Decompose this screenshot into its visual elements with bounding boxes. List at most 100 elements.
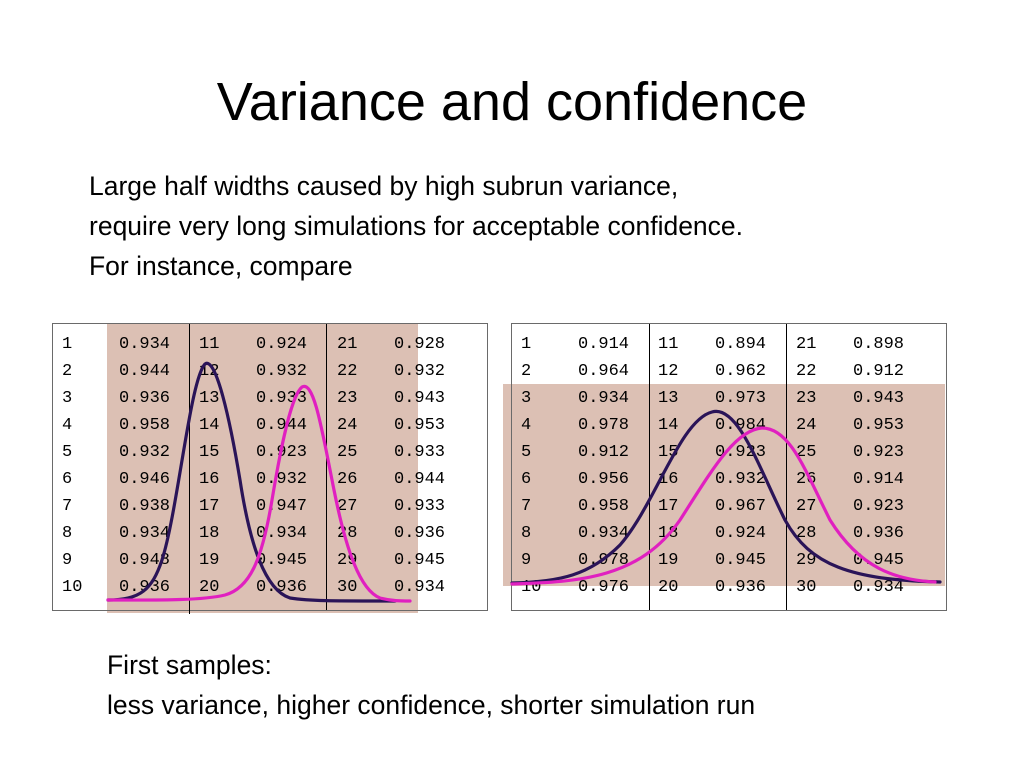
run-value-cell: 0.948 [119,551,171,570]
table-row: 3 0.936 13 0.933 23 0.943 [53,385,487,412]
run-index-cell: 17 [658,497,679,516]
run-value-cell: 0.936 [119,389,171,408]
run-value-cell: 0.973 [715,389,767,408]
intro-line: require very long simulations for accept… [89,211,744,241]
run-value-cell: 0.914 [578,335,630,354]
table-row: 10 0.976 20 0.936 30 0.934 [512,574,946,601]
table-row: 10 0.936 20 0.936 30 0.934 [53,574,487,601]
run-index-cell: 20 [658,578,679,597]
table-row: 5 0.912 15 0.923 25 0.923 [512,439,946,466]
run-index-cell: 20 [199,578,220,597]
run-value-cell: 0.956 [578,470,630,489]
run-value-cell: 0.934 [578,389,630,408]
run-index-cell: 27 [337,497,358,516]
column-divider [649,324,650,610]
run-value-cell: 0.958 [119,416,171,435]
run-value-cell: 0.933 [394,443,446,462]
run-index-cell: 25 [796,443,817,462]
run-value-cell: 0.943 [853,389,905,408]
slide-title: Variance and confidence [216,72,808,132]
run-value-cell: 0.934 [256,524,308,543]
run-value-cell: 0.953 [394,416,446,435]
run-index-cell: 6 [521,470,532,489]
run-index-cell: 24 [337,416,358,435]
intro-line: For instance, compare [89,251,353,281]
distribution-curve-wide-dark [510,409,942,585]
column-divider [326,324,327,610]
run-value-cell: 0.923 [853,497,905,516]
run-index-cell: 3 [62,389,73,408]
run-index-cell: 7 [521,497,532,516]
run-index-cell: 12 [658,362,679,381]
data-table-left: 1 0.934 11 0.924 21 0.928 2 0.944 12 0.932 22 0.932… [52,323,488,614]
run-value-cell: 0.964 [578,362,630,381]
run-index-cell: 14 [199,416,220,435]
run-value-cell: 0.944 [256,416,308,435]
table-row: 2 0.944 12 0.932 22 0.932 [53,358,487,385]
run-value-cell: 0.898 [853,335,905,354]
table-row: 2 0.964 12 0.962 22 0.912 [512,358,946,385]
run-index-cell: 18 [199,524,220,543]
run-value-cell: 0.912 [578,443,630,462]
run-index-cell: 9 [62,551,73,570]
run-index-cell: 11 [658,335,679,354]
highlight-region-right [503,384,945,586]
run-index-cell: 11 [199,335,220,354]
run-value-cell: 0.962 [715,362,767,381]
run-value-cell: 0.967 [715,497,767,516]
conclusion-text: First samples: less variance, higher con… [107,645,987,725]
table-row: 1 0.934 11 0.924 21 0.928 [53,331,487,358]
conclusion-line: First samples: [107,650,272,680]
run-index-cell: 8 [521,524,532,543]
run-index-cell: 8 [62,524,73,543]
run-index-cell: 25 [337,443,358,462]
run-value-cell: 0.932 [715,470,767,489]
run-index-cell: 2 [62,362,73,381]
run-index-cell: 22 [337,362,358,381]
table-row: 4 0.958 14 0.944 24 0.953 [53,412,487,439]
table-row: 4 0.978 14 0.984 24 0.953 [512,412,946,439]
run-index-cell: 2 [521,362,532,381]
run-index-cell: 3 [521,389,532,408]
run-value-cell: 0.936 [119,578,171,597]
data-table-right: 1 0.914 11 0.894 21 0.898 2 0.964 12 0.962 22 0.912… [511,323,947,611]
run-index-cell: 26 [337,470,358,489]
run-value-cell: 0.894 [715,335,767,354]
run-index-cell: 23 [796,389,817,408]
run-value-cell: 0.943 [394,389,446,408]
run-value-cell: 0.958 [578,497,630,516]
run-index-cell: 29 [796,551,817,570]
intro-line: Large half widths caused by high subrun … [89,171,679,201]
table-row: 3 0.934 13 0.973 23 0.943 [512,385,946,412]
run-value-cell: 0.936 [853,524,905,543]
distribution-curve-wide-magenta [510,426,937,586]
conclusion-line: less variance, higher confidence, shorte… [107,690,756,720]
table-row: 9 0.948 19 0.945 29 0.945 [53,547,487,574]
run-index-cell: 30 [796,578,817,597]
distribution-curve-narrow-dark [106,361,397,603]
run-value-cell: 0.934 [394,578,446,597]
run-value-cell: 0.945 [256,551,308,570]
run-index-cell: 4 [62,416,73,435]
table-row: 9 0.978 19 0.945 29 0.945 [512,547,946,574]
column-divider [786,324,787,610]
run-index-cell: 23 [337,389,358,408]
table-row: 1 0.914 11 0.894 21 0.898 [512,331,946,358]
run-value-cell: 0.978 [578,416,630,435]
run-index-cell: 15 [199,443,220,462]
table-row: 7 0.958 17 0.967 27 0.923 [512,493,946,520]
run-index-cell: 27 [796,497,817,516]
run-index-cell: 1 [521,335,532,354]
run-index-cell: 21 [337,335,358,354]
run-value-cell: 0.945 [394,551,446,570]
run-value-cell: 0.924 [715,524,767,543]
run-value-cell: 0.953 [853,416,905,435]
run-value-cell: 0.932 [119,443,171,462]
intro-text: Large half widths caused by high subrun … [89,166,989,286]
run-index-cell: 13 [199,389,220,408]
run-value-cell: 0.934 [853,578,905,597]
run-index-cell: 22 [796,362,817,381]
table-row: 8 0.934 18 0.934 28 0.936 [53,520,487,547]
run-value-cell: 0.933 [394,497,446,516]
